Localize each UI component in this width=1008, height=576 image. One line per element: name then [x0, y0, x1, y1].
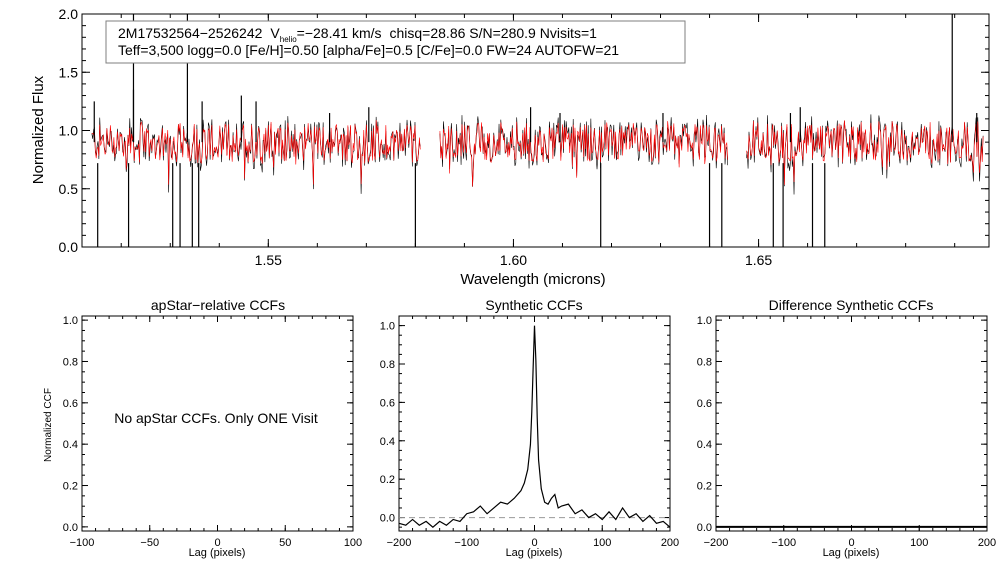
star-id: 2M17532564−2526242 [118, 25, 263, 41]
spectrum-panel: 1.55 1.60 1.65 0.0 0.5 1.0 1.5 2.0 2M17532564−2… [30, 6, 990, 288]
x-tick-label: 0 [531, 537, 537, 549]
synthetic-ccf-axis-ticks: −200 −100 0 100 200 0.0 0.2 0.4 0.6 0.8 1.0 [380, 315, 679, 549]
difference-ccf-title: Difference Synthetic CCFs [769, 297, 934, 313]
x-tick-label: 50 [279, 537, 291, 549]
apstar-ccf-axis-ticks: −100 −50 0 50 100 0.0 0.2 0.4 0.6 0.8 1.0 [63, 315, 362, 549]
y-tick-label: 0.4 [63, 439, 78, 451]
x-tick-label: −100 [454, 537, 479, 549]
y-tick-label: 2.0 [59, 6, 79, 22]
synthetic-ccf-line [398, 325, 671, 528]
x-tick-label: −50 [140, 537, 159, 549]
synthetic-ccf-plot-frame [398, 315, 671, 532]
no-ccf-message: No apStar CCFs. Only ONE Visit [114, 410, 318, 426]
x-tick-label: −200 [704, 537, 729, 549]
x-tick-label: 1.55 [255, 252, 282, 268]
spectrum-x-axis-label: Wavelength (microns) [460, 271, 605, 288]
y-tick-label: 0.0 [63, 522, 78, 534]
apstar-ccf-title: apStar−relative CCFs [151, 297, 285, 313]
difference-ccf-panel: Difference Synthetic CCFs −200 −100 0 100 20… [697, 297, 996, 559]
y-tick-label: 0.4 [697, 439, 712, 451]
x-tick-label: 0 [214, 537, 220, 549]
y-tick-label: 1.0 [697, 315, 712, 327]
annotation-box-frame [105, 20, 686, 64]
y-tick-label: 1.5 [59, 64, 79, 80]
apstar-ccf-panel: apStar−relative CCFs −100 −50 0 50 100 0.0 0.2… [43, 297, 362, 559]
spectrum-annotation-box: 2M17532564−2526242 Vhelio=−28.41 km/s chis… [105, 20, 686, 64]
y-tick-label: 0.6 [697, 398, 712, 410]
x-tick-label: 1.60 [500, 252, 527, 268]
apstar-ccf-y-axis-label: Normalized CCF [43, 388, 54, 462]
x-tick-label: −100 [771, 537, 796, 549]
apstar-ccf-x-axis-label: Lag (pixels) [189, 547, 246, 559]
v-helio-value: =−28.41 km/s [297, 25, 382, 41]
y-tick-label: 0.8 [63, 356, 78, 368]
y-tick-label: 0.6 [380, 397, 395, 409]
synthetic-ccf-title: Synthetic CCFs [485, 297, 582, 313]
v-helio-label: V [270, 25, 280, 41]
x-tick-label: 100 [344, 537, 362, 549]
y-tick-label: 0.0 [59, 239, 79, 255]
spectrum-axis-ticks: 1.55 1.60 1.65 0.0 0.5 1.0 1.5 2.0 [59, 6, 989, 268]
y-tick-label: 0.0 [697, 522, 712, 534]
y-tick-label: 0.2 [697, 481, 712, 493]
y-tick-label: 0.0 [380, 513, 395, 525]
annotation-line-1: 2M17532564−2526242 Vhelio=−28.41 km/s chis… [118, 25, 597, 44]
y-tick-label: 0.6 [63, 398, 78, 410]
y-tick-label: 1.0 [380, 321, 395, 333]
spectrum-y-axis-label: Normalized Flux [30, 75, 47, 184]
model-spectrum-line [746, 120, 984, 185]
x-tick-label: 200 [978, 537, 996, 549]
synthetic-ccf-panel: Synthetic CCFs −200 −100 0 100 200 0.0 0.2 0.4 0… [380, 297, 679, 559]
v-helio-subscript: helio [280, 35, 297, 44]
spectrum-data [91, 14, 984, 247]
x-tick-label: 200 [661, 537, 679, 549]
x-tick-label: 100 [910, 537, 928, 549]
difference-ccf-x-axis-label: Lag (pixels) [823, 547, 880, 559]
x-tick-label: −100 [70, 537, 95, 549]
y-tick-label: 0.8 [697, 356, 712, 368]
fit-stats: chisq=28.86 S/N=280.9 Nvisits=1 [390, 25, 598, 41]
x-tick-label: −200 [387, 537, 412, 549]
synthetic-ccf-x-axis-label: Lag (pixels) [506, 547, 563, 559]
y-tick-label: 0.8 [380, 359, 395, 371]
y-tick-label: 1.0 [63, 315, 78, 327]
difference-ccf-plot-frame [715, 315, 988, 532]
difference-ccf-axis-ticks: −200 −100 0 100 200 0.0 0.2 0.4 0.6 0.8 1.0 [697, 315, 996, 549]
y-tick-label: 0.4 [380, 436, 395, 448]
x-tick-label: 100 [593, 537, 611, 549]
y-tick-label: 0.5 [59, 181, 79, 197]
x-tick-label: 0 [848, 537, 854, 549]
y-tick-label: 0.2 [63, 481, 78, 493]
stellar-parameters: Teff=3,500 logg=0.0 [Fe/H]=0.50 [alpha/F… [118, 42, 619, 58]
y-tick-label: 1.0 [59, 123, 79, 139]
synthetic-ccf-data [398, 325, 671, 528]
x-tick-label: 1.65 [745, 252, 772, 268]
model-spectrum-line [439, 121, 728, 187]
y-tick-label: 0.2 [380, 474, 395, 486]
